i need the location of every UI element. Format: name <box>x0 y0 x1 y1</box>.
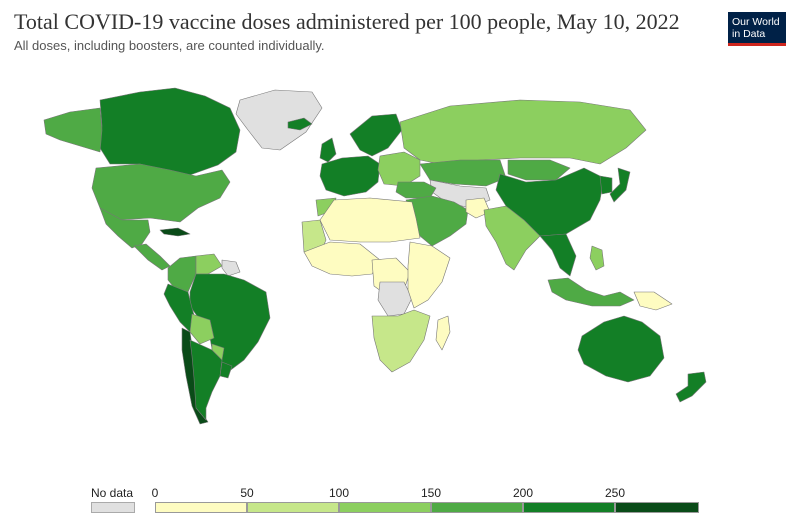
region-uruguay[interactable] <box>219 361 233 379</box>
chart-subtitle: All doses, including boosters, are count… <box>14 38 325 53</box>
legend-tick-100: 100 <box>328 486 350 500</box>
region-united-states[interactable] <box>91 163 231 223</box>
region-china[interactable] <box>495 167 605 237</box>
no-data-label: No data <box>91 486 134 500</box>
world-map <box>43 87 707 425</box>
logo-line-2: in Data <box>732 28 766 40</box>
region-philippines[interactable] <box>589 245 605 271</box>
region-uk[interactable] <box>319 137 337 163</box>
region-new-zealand[interactable] <box>675 371 707 403</box>
region-venezuela[interactable] <box>195 253 223 275</box>
region-alaska[interactable] <box>43 107 103 153</box>
region-colombia[interactable] <box>167 255 197 293</box>
region-west-africa[interactable] <box>303 241 381 277</box>
region-mexico[interactable] <box>99 207 151 249</box>
color-legend: No data 0 50 100 150 200 250 <box>0 482 800 522</box>
region-afghanistan[interactable] <box>465 197 491 219</box>
legend-tick-200: 200 <box>512 486 534 500</box>
region-congo-drc[interactable] <box>377 281 413 317</box>
region-brazil[interactable] <box>189 273 271 373</box>
region-east-africa[interactable] <box>407 241 451 309</box>
legend-bin-0[interactable] <box>155 502 247 513</box>
region-japan[interactable] <box>609 167 631 203</box>
logo-line-1: Our World <box>732 16 780 28</box>
region-turkey[interactable] <box>395 181 437 199</box>
legend-bin-5[interactable] <box>615 502 699 513</box>
region-north-africa[interactable] <box>319 197 421 243</box>
region-korea[interactable] <box>599 175 613 195</box>
region-guiana[interactable] <box>221 259 241 277</box>
region-iceland[interactable] <box>287 117 313 131</box>
region-central-america[interactable] <box>133 243 171 271</box>
region-mongolia[interactable] <box>507 159 571 181</box>
region-western-europe[interactable] <box>319 155 381 197</box>
owid-logo[interactable]: Our World in Data <box>728 12 786 46</box>
legend-bin-4[interactable] <box>523 502 615 513</box>
region-new-guinea[interactable] <box>633 291 673 311</box>
region-eastern-europe[interactable] <box>377 151 421 187</box>
region-scandinavia[interactable] <box>349 113 403 157</box>
region-russia[interactable] <box>399 99 647 165</box>
legend-tick-50: 50 <box>240 486 254 500</box>
region-cuba[interactable] <box>159 227 191 237</box>
region-greenland[interactable] <box>235 89 323 151</box>
region-southeast-asia[interactable] <box>539 233 577 277</box>
region-madagascar[interactable] <box>435 315 451 351</box>
legend-bin-3[interactable] <box>431 502 523 513</box>
no-data-swatch <box>91 502 135 513</box>
region-bolivia[interactable] <box>189 313 215 345</box>
region-argentina[interactable] <box>189 339 223 421</box>
chart-title: Total COVID-19 vaccine doses administere… <box>14 9 680 34</box>
legend-tick-150: 150 <box>420 486 442 500</box>
region-canada[interactable] <box>99 87 241 176</box>
legend-tick-0: 0 <box>151 486 159 500</box>
legend-bin-1[interactable] <box>247 502 339 513</box>
legend-bin-2[interactable] <box>339 502 431 513</box>
region-australia[interactable] <box>577 315 665 383</box>
legend-tick-250: 250 <box>604 486 626 500</box>
region-indonesia[interactable] <box>547 277 635 307</box>
region-southern-africa[interactable] <box>371 309 431 373</box>
